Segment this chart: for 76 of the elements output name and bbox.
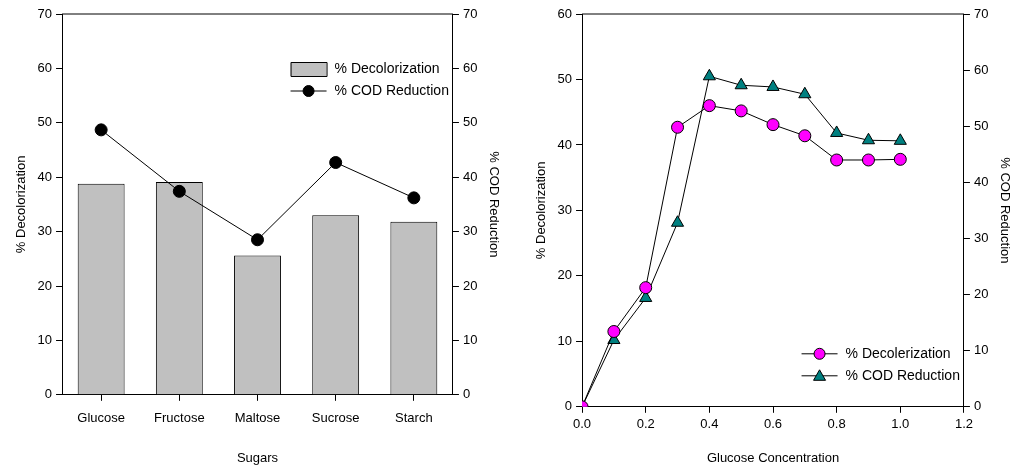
x-tick-label: 0.0 <box>573 416 592 432</box>
x-tick-label: 1.2 <box>954 416 973 432</box>
x-tick-label: Maltose <box>234 410 281 426</box>
legend-label: % COD Reduction <box>845 366 960 383</box>
point <box>830 153 844 167</box>
y2-tick-label: 60 <box>462 59 478 75</box>
y2-tick-label: 50 <box>973 117 989 133</box>
y-tick-label: 60 <box>557 5 573 21</box>
y-axis-title: % Decolorization <box>533 161 549 260</box>
x-tick-label: 1.0 <box>891 416 910 432</box>
point <box>766 79 780 91</box>
x-tick-label: 0.6 <box>763 416 783 432</box>
y-tick-label: 30 <box>37 223 53 239</box>
point <box>893 152 907 166</box>
y2-tick-label: 20 <box>462 277 478 293</box>
x-tick-label: Sucrose <box>311 410 360 426</box>
y-tick-label: 50 <box>37 114 53 130</box>
x-tick-label: 0.4 <box>700 416 719 432</box>
y2-tick-label: 40 <box>462 168 478 184</box>
point <box>861 153 875 167</box>
point <box>670 215 685 227</box>
y-tick-label: 40 <box>37 168 53 184</box>
y-tick-label: 10 <box>557 332 573 348</box>
point <box>798 86 812 99</box>
point <box>893 133 907 145</box>
point <box>639 281 653 295</box>
y2-tick-label: 70 <box>973 5 989 21</box>
point <box>671 120 685 134</box>
point <box>830 125 844 137</box>
x-axis-title: Glucose Concentration <box>706 449 840 465</box>
y-axis-title: % Decolorization <box>13 155 29 254</box>
y-tick-label: 40 <box>557 136 573 152</box>
point <box>607 325 621 339</box>
y2-axis-title: % COD Reduction <box>997 157 1013 264</box>
point <box>94 123 108 137</box>
legend-label: % COD Reduction <box>334 81 449 98</box>
y-tick-label: 0 <box>44 386 53 402</box>
point <box>329 156 343 170</box>
y2-axis-title: % COD Reduction <box>486 151 502 258</box>
x-axis-title: Sugars <box>236 449 279 465</box>
y2-tick-label: 10 <box>973 342 989 358</box>
y2-tick-label: 10 <box>462 331 478 347</box>
y-tick-label: 70 <box>37 5 53 21</box>
point <box>734 104 748 118</box>
y-tick-label: 20 <box>37 277 53 293</box>
x-tick-label: Fructose <box>154 410 205 426</box>
y2-tick-label: 30 <box>973 230 989 246</box>
y-tick-label: 30 <box>557 201 573 217</box>
y2-tick-label: 0 <box>973 398 982 414</box>
y2-tick-label: 70 <box>462 5 478 21</box>
point <box>172 184 186 198</box>
legend-label: % Decolerization <box>845 344 951 361</box>
x-tick-label: 0.2 <box>636 416 655 432</box>
point <box>861 132 876 145</box>
y-tick-label: 20 <box>557 267 573 283</box>
y-tick-label: 0 <box>564 398 573 414</box>
y2-tick-label: 50 <box>462 114 478 130</box>
y2-tick-label: 30 <box>462 223 478 239</box>
y-tick-label: 50 <box>557 71 573 87</box>
y2-tick-label: 40 <box>973 173 989 189</box>
point <box>702 68 716 81</box>
legend-label: % Decolorization <box>334 59 440 76</box>
x-tick-label: Starch <box>395 410 433 426</box>
x-tick-label: Glucose <box>77 410 125 426</box>
point <box>251 233 264 247</box>
point <box>734 77 748 90</box>
y-tick-label: 10 <box>37 331 53 347</box>
y2-tick-label: 60 <box>973 61 989 77</box>
y2-tick-label: 0 <box>462 386 471 402</box>
x-tick-label: 0.8 <box>827 416 846 432</box>
point <box>798 129 812 143</box>
point <box>407 191 421 205</box>
y2-tick-label: 20 <box>973 286 989 302</box>
point <box>702 99 716 113</box>
y-tick-label: 60 <box>37 59 53 75</box>
point <box>766 118 780 132</box>
